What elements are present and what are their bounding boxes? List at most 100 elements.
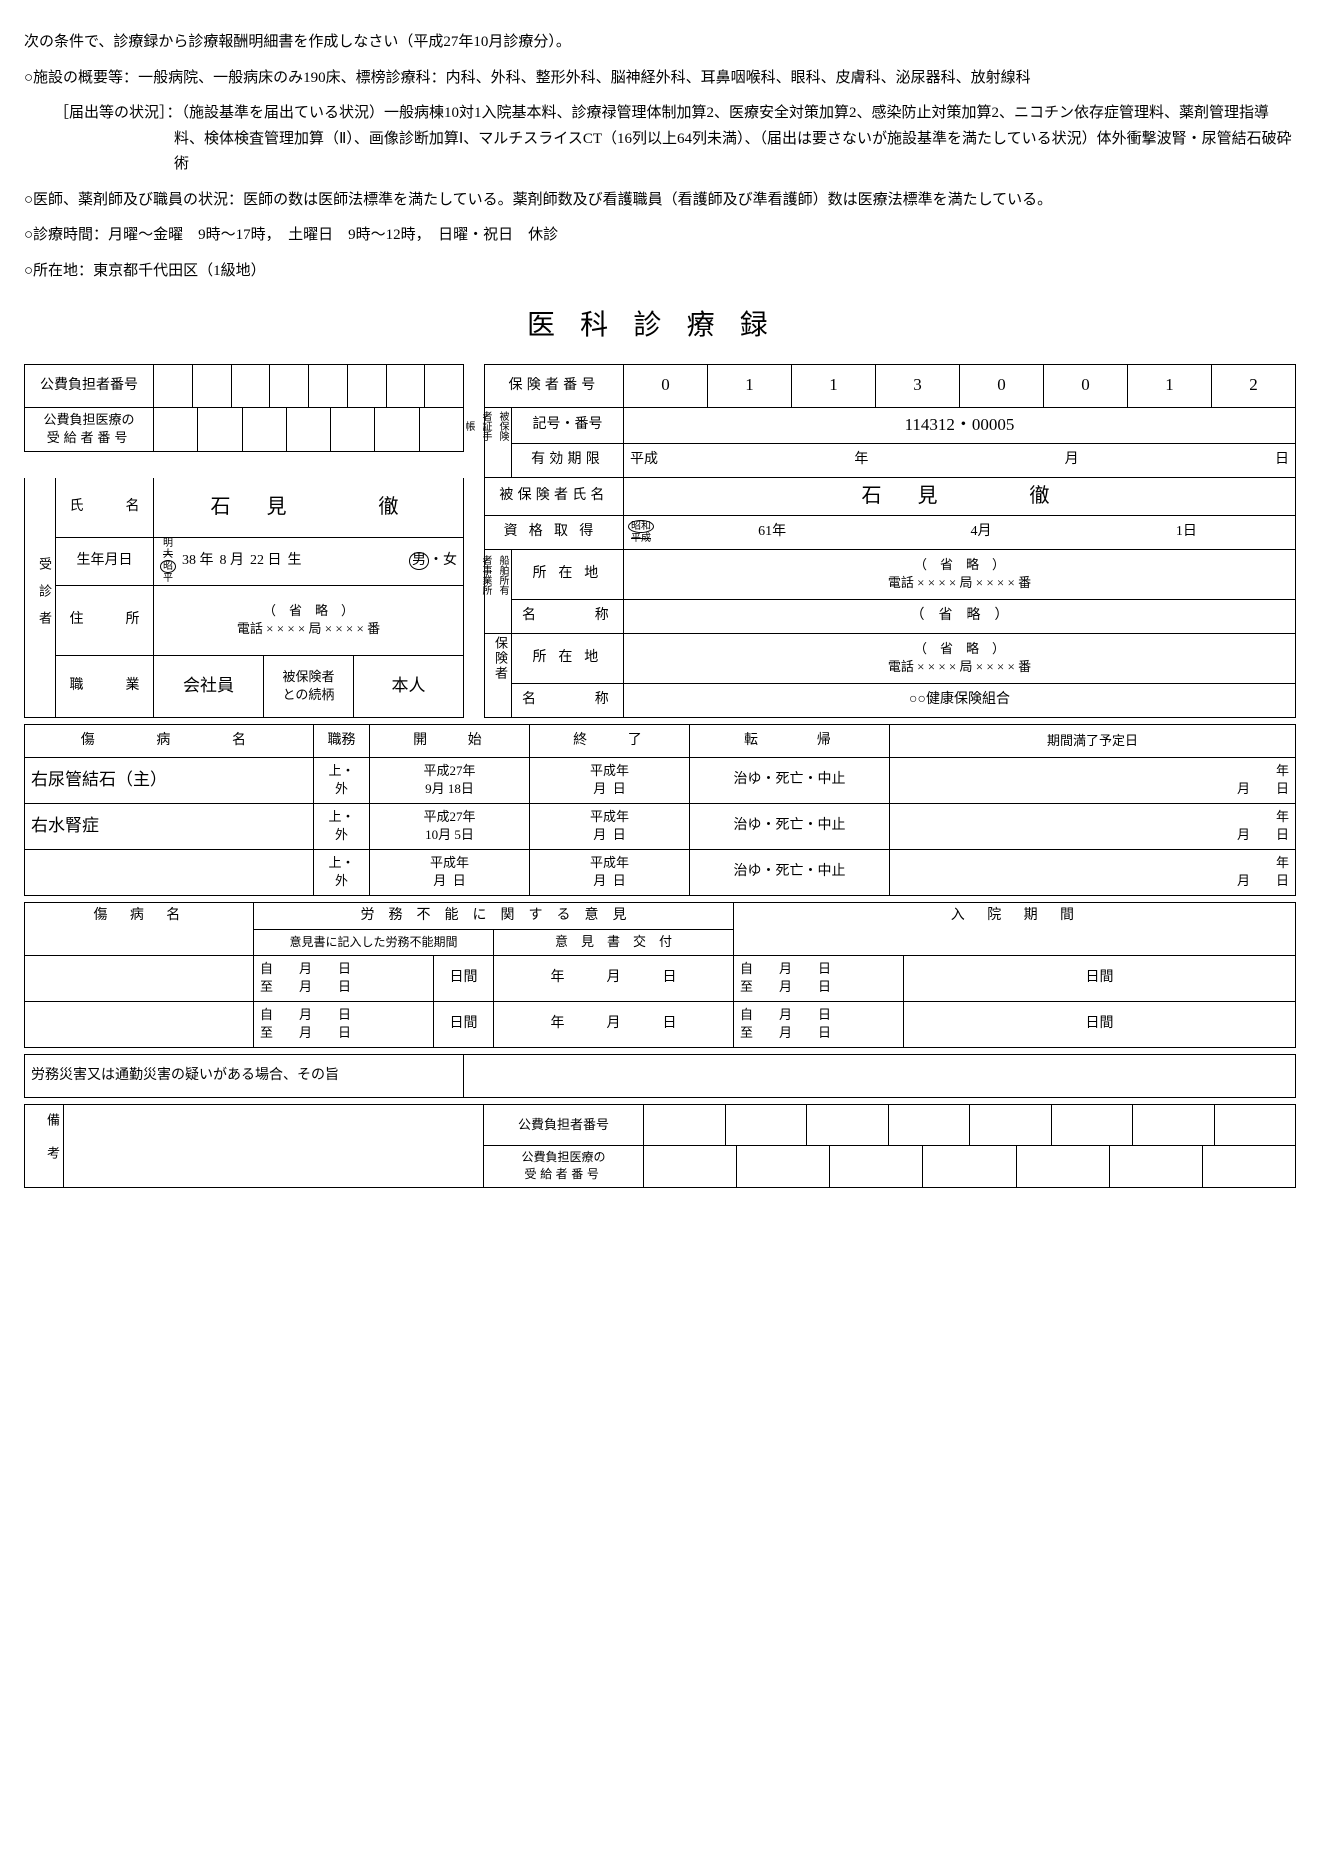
patient-relation: 本人	[354, 656, 464, 718]
label-jigyousho-meishou: 名 称	[512, 600, 624, 634]
hokensha-digit: 0	[1044, 365, 1128, 407]
disease-start: 平成年月日	[370, 850, 530, 896]
hokensha-shozaichi-value: （ 省 略 ）電話 × × × × 局 × × × × 番	[624, 634, 1296, 684]
roumu-name	[24, 1002, 254, 1048]
roumu-koufu: 年 月 日	[494, 956, 734, 1002]
jigyousho-meishou-value: （ 省 略 ）	[624, 600, 1296, 634]
nyuuin-days: 日間	[904, 956, 1296, 1002]
label-kouhi-iryou: 公費負担医療の受給者番号	[24, 408, 154, 452]
label-yuukou-kigen: 有効期限	[512, 444, 624, 478]
disease-start: 平成27年10月5日	[370, 804, 530, 850]
disease-tenki: 治ゆ・死亡・中止	[690, 804, 890, 850]
shikaku-shutoku-value: 昭和平成 61年4月1日	[624, 516, 1296, 550]
medical-record-form: 公費負担者番号 保険者番号 01130012 公費負担医療の受給者番号 被保険者…	[24, 364, 1296, 1188]
label-hihokensha-shimei: 被保険者氏名	[484, 478, 624, 516]
intro-doctors: ○医師、薬剤師及び職員の状況：医師の数は医師法標準を満たしている。薬剤師数及び看…	[24, 188, 1296, 214]
disease-tenki: 治ゆ・死亡・中止	[690, 850, 890, 896]
patient-name: 石 見 徹	[154, 478, 464, 538]
roumu-saigai-value	[464, 1054, 1296, 1098]
label-roumu-saigai: 労務災害又は通勤災害の疑いがある場合、その旨	[24, 1054, 464, 1098]
patient-occupation: 会社員	[154, 656, 264, 718]
doc-title: 医科診療録	[24, 302, 1296, 350]
label-kouhi-futan: 公費負担者番号	[24, 364, 154, 408]
hdr-shoubyoumei: 傷 病 名	[24, 724, 314, 758]
jigyousho-shozaichi-value: （ 省 略 ）電話 × × × × 局 × × × × 番	[624, 550, 1296, 600]
hokensha-digit: 2	[1212, 365, 1295, 407]
kouhi-iryou2-boxes	[644, 1146, 1296, 1188]
label-senpaku: 船舶所有者事業所	[484, 550, 512, 600]
kigou-bangou-value: 114312・00005	[624, 408, 1296, 444]
disease-end: 平成年月日	[530, 804, 690, 850]
disease-kikan: 年月 日	[890, 804, 1296, 850]
label-hokensha-meishou: 名 称	[512, 684, 624, 718]
hdr-iken-kikan: 意見書に記入した労務不能期間	[254, 930, 494, 956]
label-zokugara: 被保険者との続柄	[264, 656, 354, 718]
label-kouhi-iryou2: 公費負担医療の受給者番号	[484, 1146, 644, 1188]
hdr-shuuryou: 終 了	[530, 724, 690, 758]
label-hihokensha-techou: 被保険者証手帳	[484, 408, 512, 444]
hokensha-digit: 1	[1128, 365, 1212, 407]
disease-end: 平成年月日	[530, 758, 690, 804]
disease-shokumu: 上・外	[314, 758, 370, 804]
hdr-tenki: 転 帰	[690, 724, 890, 758]
roumu-koufu: 年 月 日	[494, 1002, 734, 1048]
hdr-ikensho-koufu: 意 見 書 交 付	[494, 930, 734, 956]
nyuuin-kikan: 自 月 日至 月 日	[734, 1002, 904, 1048]
disease-kikan: 年月 日	[890, 850, 1296, 896]
kouhi-futan2-boxes	[644, 1104, 1296, 1146]
label-kigou-bangou: 記号・番号	[512, 408, 624, 444]
hokensha-bangou-boxes: 01130012	[624, 364, 1296, 408]
disease-name: 右尿管結石（主）	[24, 758, 314, 804]
disease-name	[24, 850, 314, 896]
intro-hours: ○診療時間：月曜～金曜 9時～17時， 土曜日 9時～12時， 日曜・祝日 休診	[24, 223, 1296, 249]
intro-facility: ○施設の概要等：一般病院、一般病床のみ190床、標榜診療科：内科、外科、整形外科…	[24, 66, 1296, 92]
kouhi-iryou-boxes	[154, 408, 464, 452]
patient-birth: 明 大 昭 平 38 年 8 月 22 日生 男・女	[154, 538, 464, 586]
hokensha-meishou-value: ○○健康保険組合	[624, 684, 1296, 718]
roumu-days: 日間	[434, 1002, 494, 1048]
bikou-value	[64, 1104, 484, 1188]
label-shimei: 氏 名	[56, 478, 154, 538]
nyuuin-days: 日間	[904, 1002, 1296, 1048]
hokensha-digit: 1	[792, 365, 876, 407]
roumu-kikan: 自 月 日至 月 日	[254, 956, 434, 1002]
hokensha-digit: 0	[624, 365, 708, 407]
label-juusho: 住 所	[56, 586, 154, 656]
intro-text: 次の条件で、診療録から診療報酬明細書を作成しなさい（平成27年10月診療分）。 …	[24, 30, 1296, 284]
label-jigyousho-shozaichi: 所 在 地	[512, 550, 624, 600]
intro-todokede: ［届出等の状況］：（施設基準を届出ている状況）一般病棟10対1入院基本料、診療禄…	[24, 101, 1296, 178]
label-shokugyou: 職 業	[56, 656, 154, 718]
hdr-nyuuin-kikan: 入 院 期 間	[734, 902, 1296, 930]
hdr-kikan-manryou: 期間満了予定日	[890, 724, 1296, 758]
hokensha-digit: 1	[708, 365, 792, 407]
label-hokensha-vert: 保険者	[484, 634, 512, 684]
hdr-kaishi: 開 始	[370, 724, 530, 758]
label-hokensha-shozaichi: 所 在 地	[512, 634, 624, 684]
hdr-roumu-funou: 労 務 不 能 に 関 す る 意 見	[254, 902, 734, 930]
label-hokensha-bangou: 保険者番号	[484, 364, 624, 408]
nyuuin-kikan: 自 月 日至 月 日	[734, 956, 904, 1002]
label-kouhi-futan2: 公費負担者番号	[484, 1104, 644, 1146]
disease-end: 平成年月日	[530, 850, 690, 896]
roumu-days: 日間	[434, 956, 494, 1002]
patient-address: （ 省 略 ）電話 × × × × 局 × × × × 番	[154, 586, 464, 656]
label-jushinsha: 受診者	[24, 478, 56, 718]
label-bikou: 備考	[24, 1104, 64, 1188]
intro-address: ○所在地：東京都千代田区（1級地）	[24, 259, 1296, 285]
roumu-name	[24, 956, 254, 1002]
disease-start: 平成27年9月18日	[370, 758, 530, 804]
disease-tenki: 治ゆ・死亡・中止	[690, 758, 890, 804]
label-shikaku-shutoku: 資格取得	[484, 516, 624, 550]
hdr-shokumu: 職務	[314, 724, 370, 758]
disease-shokumu: 上・外	[314, 804, 370, 850]
disease-shokumu: 上・外	[314, 850, 370, 896]
yuukou-kigen-value: 平成年月日	[624, 444, 1296, 478]
hokensha-digit: 3	[876, 365, 960, 407]
disease-name: 右水腎症	[24, 804, 314, 850]
intro-line1: 次の条件で、診療録から診療報酬明細書を作成しなさい（平成27年10月診療分）。	[24, 30, 1296, 56]
hdr-shoubyoumei2: 傷 病 名	[24, 902, 254, 930]
roumu-kikan: 自 月 日至 月 日	[254, 1002, 434, 1048]
hihokensha-shimei-value: 石 見 徹	[624, 478, 1296, 516]
disease-kikan: 年月 日	[890, 758, 1296, 804]
kouhi-futan-boxes	[154, 364, 464, 408]
